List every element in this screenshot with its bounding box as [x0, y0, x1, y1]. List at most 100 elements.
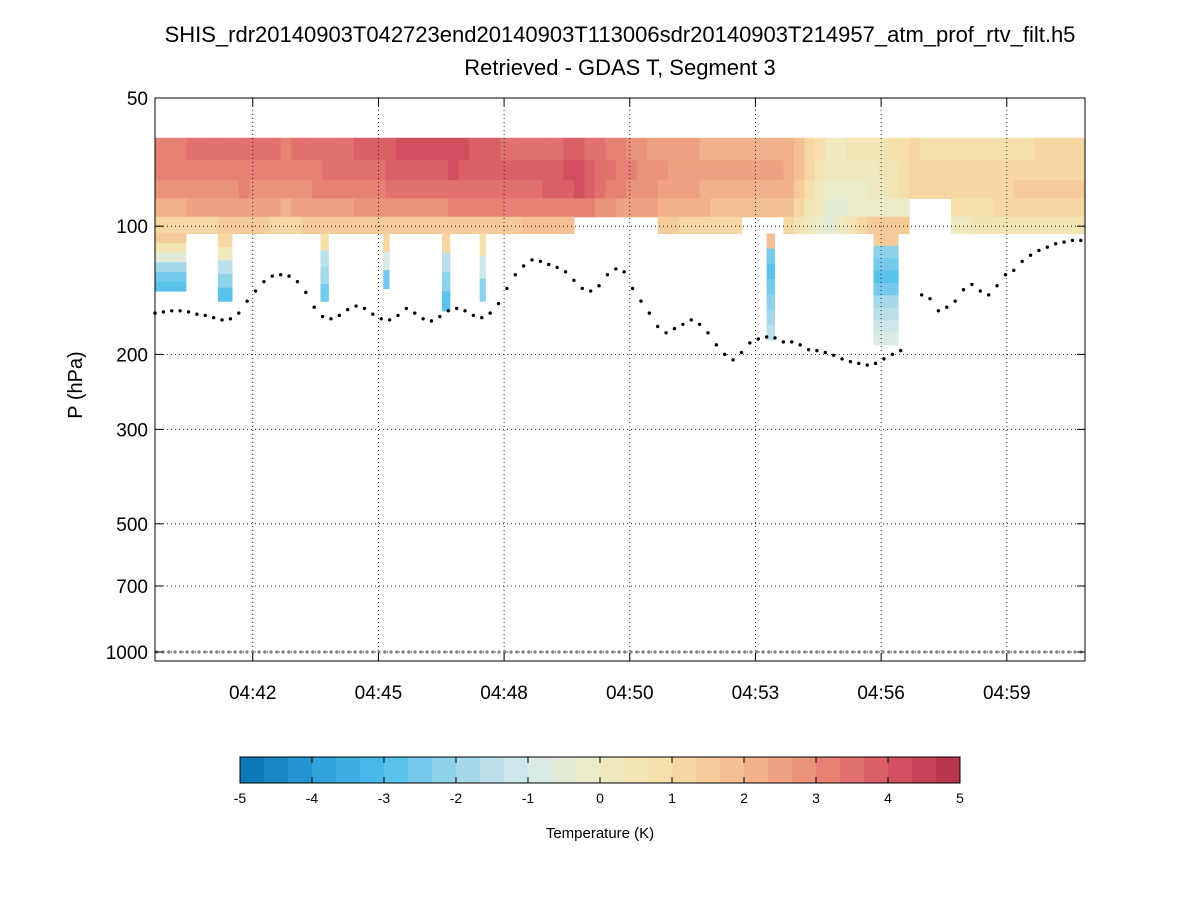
heatmap-cell	[1024, 216, 1036, 235]
surface-point	[659, 650, 663, 654]
colorbar-segment	[648, 757, 673, 783]
heatmap-cell	[238, 160, 250, 181]
surface-point	[839, 650, 843, 654]
surface-point	[341, 650, 345, 654]
x-tick-label: 04:56	[857, 683, 905, 704]
surface-point	[623, 650, 627, 654]
heatmap-cell	[270, 180, 282, 199]
heatmap-cell	[992, 180, 1004, 199]
surface-point	[749, 650, 753, 654]
heatmap-cell	[270, 216, 282, 235]
surface-point	[1031, 650, 1035, 654]
heatmap-cell	[626, 180, 638, 199]
heatmap-cell	[909, 160, 921, 181]
heatmap-streak-cell	[766, 248, 775, 265]
colorbar-segment	[744, 757, 769, 783]
surface-point	[695, 650, 699, 654]
tropopause-point	[697, 322, 702, 326]
heatmap-cell	[479, 216, 491, 235]
heatmap-cell	[867, 216, 879, 235]
heatmap-cell	[888, 160, 900, 181]
surface-point	[605, 650, 609, 654]
surface-point	[563, 650, 567, 654]
surface-point	[251, 650, 255, 654]
heatmap-cell	[877, 198, 889, 218]
heatmap-cell	[217, 137, 229, 161]
heatmap-cell	[982, 137, 994, 161]
tropopause-point	[970, 282, 974, 287]
heatmap-cell	[898, 216, 910, 235]
heatmap-cell	[930, 160, 942, 181]
heatmap-streak-cell	[766, 263, 775, 280]
surface-point	[287, 650, 291, 654]
heatmap-streak-cell	[217, 274, 233, 289]
heatmap-cell	[291, 180, 303, 199]
tropopause-point	[572, 278, 576, 282]
heatmap-cell	[867, 137, 879, 161]
surface-point	[635, 650, 639, 654]
tropopause-point	[1012, 268, 1016, 273]
heatmap-streak-cell	[155, 233, 187, 244]
surface-point	[1037, 650, 1041, 654]
colorbar-segment	[408, 757, 433, 783]
tropopause-point	[936, 309, 941, 313]
heatmap-cell	[563, 180, 575, 199]
surface-point	[233, 650, 237, 654]
heatmap-cell	[919, 180, 931, 199]
tropopause-point	[630, 286, 635, 291]
heatmap-cell	[416, 160, 428, 181]
surface-point	[203, 650, 207, 654]
heatmap-cell	[416, 180, 428, 199]
tropopause-point	[882, 357, 886, 361]
heatmap-cell	[636, 137, 648, 161]
colorbar-tick-label: 1	[668, 790, 676, 806]
heatmap-cell	[343, 216, 355, 235]
tropopause-point	[471, 313, 476, 318]
heatmap-cell	[249, 198, 261, 218]
tropopause-point	[756, 337, 760, 341]
heatmap-cell	[1003, 216, 1015, 235]
heatmap-cell	[1013, 180, 1025, 199]
heatmap-cell	[898, 180, 910, 199]
heatmap-cell	[374, 216, 386, 235]
tropopause-point	[681, 322, 685, 326]
heatmap-cell	[437, 198, 449, 218]
heatmap-cell	[542, 137, 554, 161]
surface-point	[179, 650, 183, 654]
heatmap-cell	[772, 160, 784, 181]
heatmap-cell	[1024, 137, 1036, 161]
x-tick-label: 04:48	[480, 683, 528, 704]
colorbar-tick-label: 5	[956, 790, 964, 806]
heatmap-cell	[615, 137, 627, 161]
tropopause-point	[329, 317, 333, 321]
heatmap-cell	[207, 216, 219, 235]
tropopause-point	[986, 293, 991, 297]
heatmap-cell	[270, 160, 282, 181]
heatmap-cell	[563, 137, 575, 161]
heatmap-cell	[312, 198, 324, 218]
tropopause-point	[614, 267, 618, 271]
heatmap-cell	[395, 137, 407, 161]
heatmap-streak-cell	[479, 233, 486, 257]
heatmap-cell	[532, 160, 544, 181]
heatmap-cell	[1047, 137, 1061, 161]
heatmap-streak-cell	[766, 309, 775, 326]
heatmap-cell	[186, 180, 198, 199]
heatmap-streak-cell	[155, 252, 187, 263]
heatmap-cell	[343, 137, 355, 161]
heatmap-streak-cell	[383, 233, 390, 253]
colorbar-segment	[552, 757, 577, 783]
heatmap-cell	[458, 180, 470, 199]
surface-point	[317, 650, 321, 654]
heatmap-cell	[804, 160, 816, 181]
heatmap-cell	[835, 160, 847, 181]
surface-point	[167, 650, 171, 654]
tropopause-point	[186, 310, 191, 314]
tropopause-point	[521, 264, 526, 268]
heatmap-streak-cell	[873, 258, 899, 272]
heatmap-cell	[259, 137, 271, 161]
heatmap-cell	[751, 198, 764, 218]
heatmap-cell	[919, 137, 931, 161]
heatmap-cell	[385, 216, 397, 235]
heatmap-cell	[835, 180, 847, 199]
